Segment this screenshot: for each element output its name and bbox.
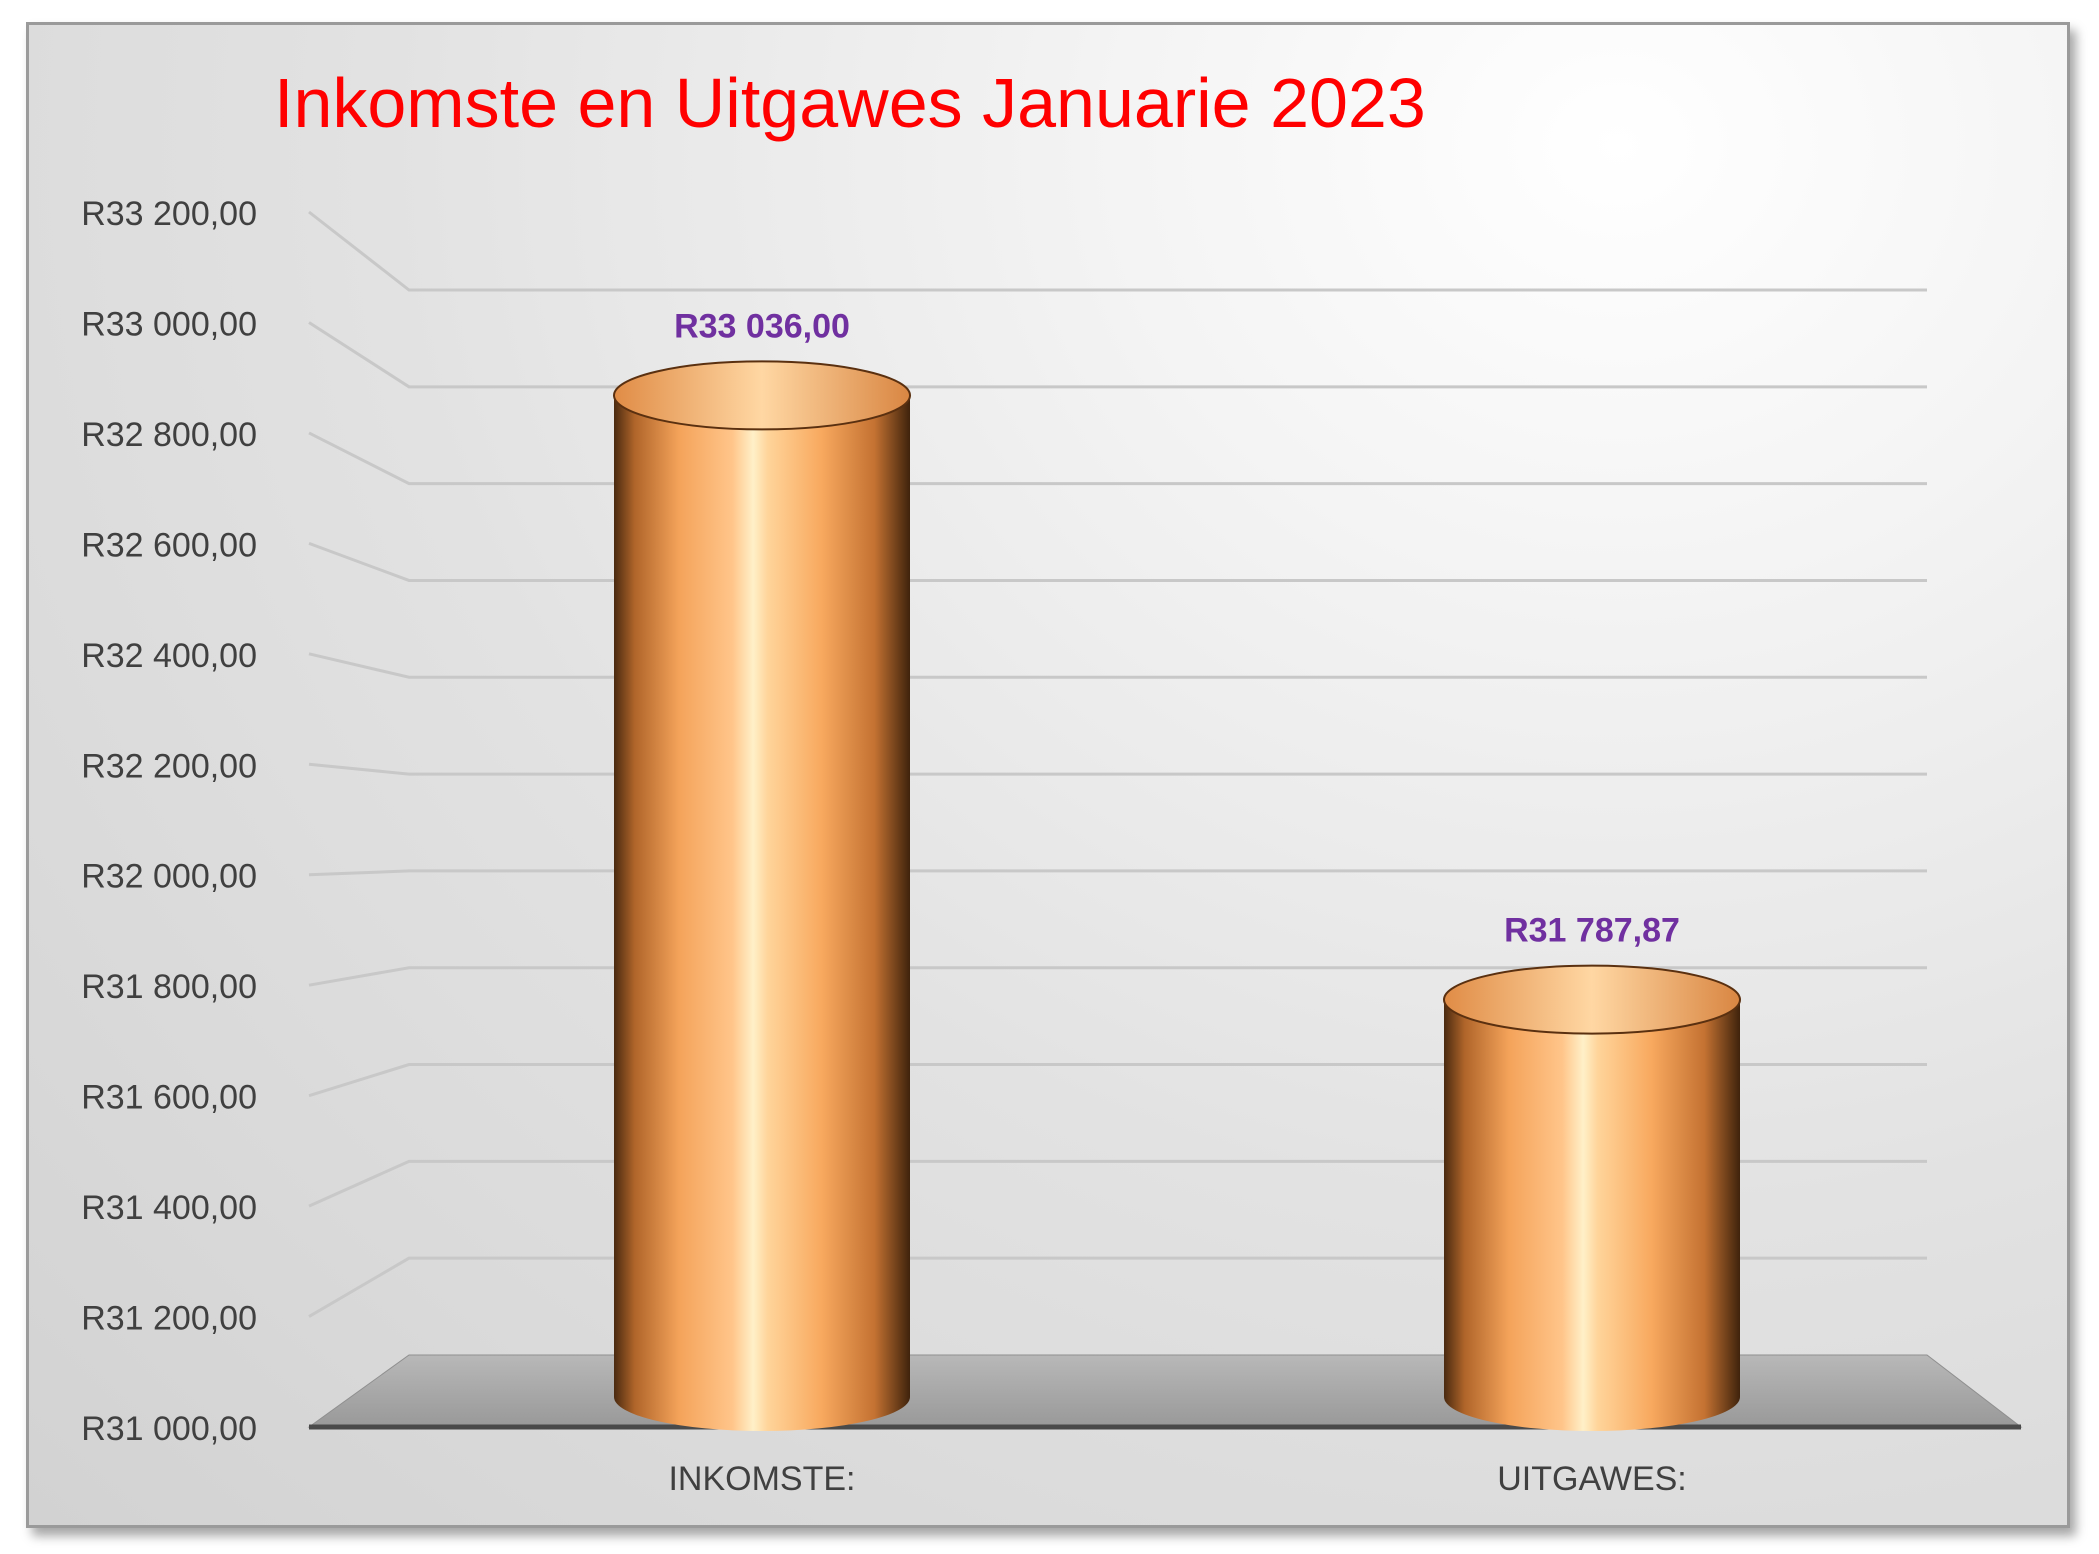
y-tick-label: R32 000,00 xyxy=(81,858,257,896)
data-label: R31 787,87 xyxy=(1504,912,1680,950)
chart-floor xyxy=(307,1354,2023,1430)
y-tick-label: R32 600,00 xyxy=(81,526,257,564)
bar-body xyxy=(1444,999,1740,1431)
floor-plane xyxy=(307,1354,2023,1428)
bar-top xyxy=(1443,964,1741,1035)
gridlines xyxy=(308,210,1927,1318)
bar-top xyxy=(613,360,911,431)
chart-title: Inkomste en Uitgawes Januarie 2023 xyxy=(274,64,1426,142)
gridline xyxy=(308,541,1927,582)
y-tick-label: R31 000,00 xyxy=(81,1410,257,1448)
gridline xyxy=(308,652,1927,679)
y-tick-label: R31 800,00 xyxy=(81,968,257,1006)
bar-1 xyxy=(613,360,911,1432)
gridline xyxy=(308,869,1927,877)
y-axis: R31 000,00 R31 200,00 R31 400,00 R31 600,00… xyxy=(81,195,257,1448)
y-tick-label: R33 200,00 xyxy=(81,195,257,233)
gridline xyxy=(308,210,1927,292)
y-tick-label: R32 200,00 xyxy=(81,747,257,785)
y-tick-label: R32 800,00 xyxy=(81,416,257,454)
chart-frame: Inkomste en Uitgawes Januarie 2023 R31 0… xyxy=(26,22,2070,1528)
gridline xyxy=(308,1256,1927,1318)
x-tick-label: INKOMSTE: xyxy=(668,1460,855,1498)
gridline xyxy=(308,1063,1927,1098)
x-tick-label: UITGAWES: xyxy=(1497,1460,1687,1498)
y-tick-label: R32 400,00 xyxy=(81,637,257,675)
gridline xyxy=(308,966,1927,987)
bar-body xyxy=(614,395,910,1432)
y-tick-label: R31 600,00 xyxy=(81,1079,257,1117)
y-tick-label: R31 200,00 xyxy=(81,1300,257,1338)
bars xyxy=(613,360,1741,1432)
chart-plot: Inkomste en Uitgawes Januarie 2023 R31 0… xyxy=(81,64,2023,1498)
y-tick-label: R33 000,00 xyxy=(81,305,257,343)
y-tick-label: R31 400,00 xyxy=(81,1189,257,1227)
gridline xyxy=(308,762,1927,776)
gridline xyxy=(308,321,1927,389)
data-label: R33 036,00 xyxy=(674,307,850,345)
data-labels: R33 036,00 R31 787,87 xyxy=(674,307,1680,949)
gridline xyxy=(308,431,1927,486)
x-axis: INKOMSTE: UITGAWES: xyxy=(668,1460,1686,1498)
gridline xyxy=(308,1159,1927,1208)
bar-2 xyxy=(1443,964,1741,1431)
